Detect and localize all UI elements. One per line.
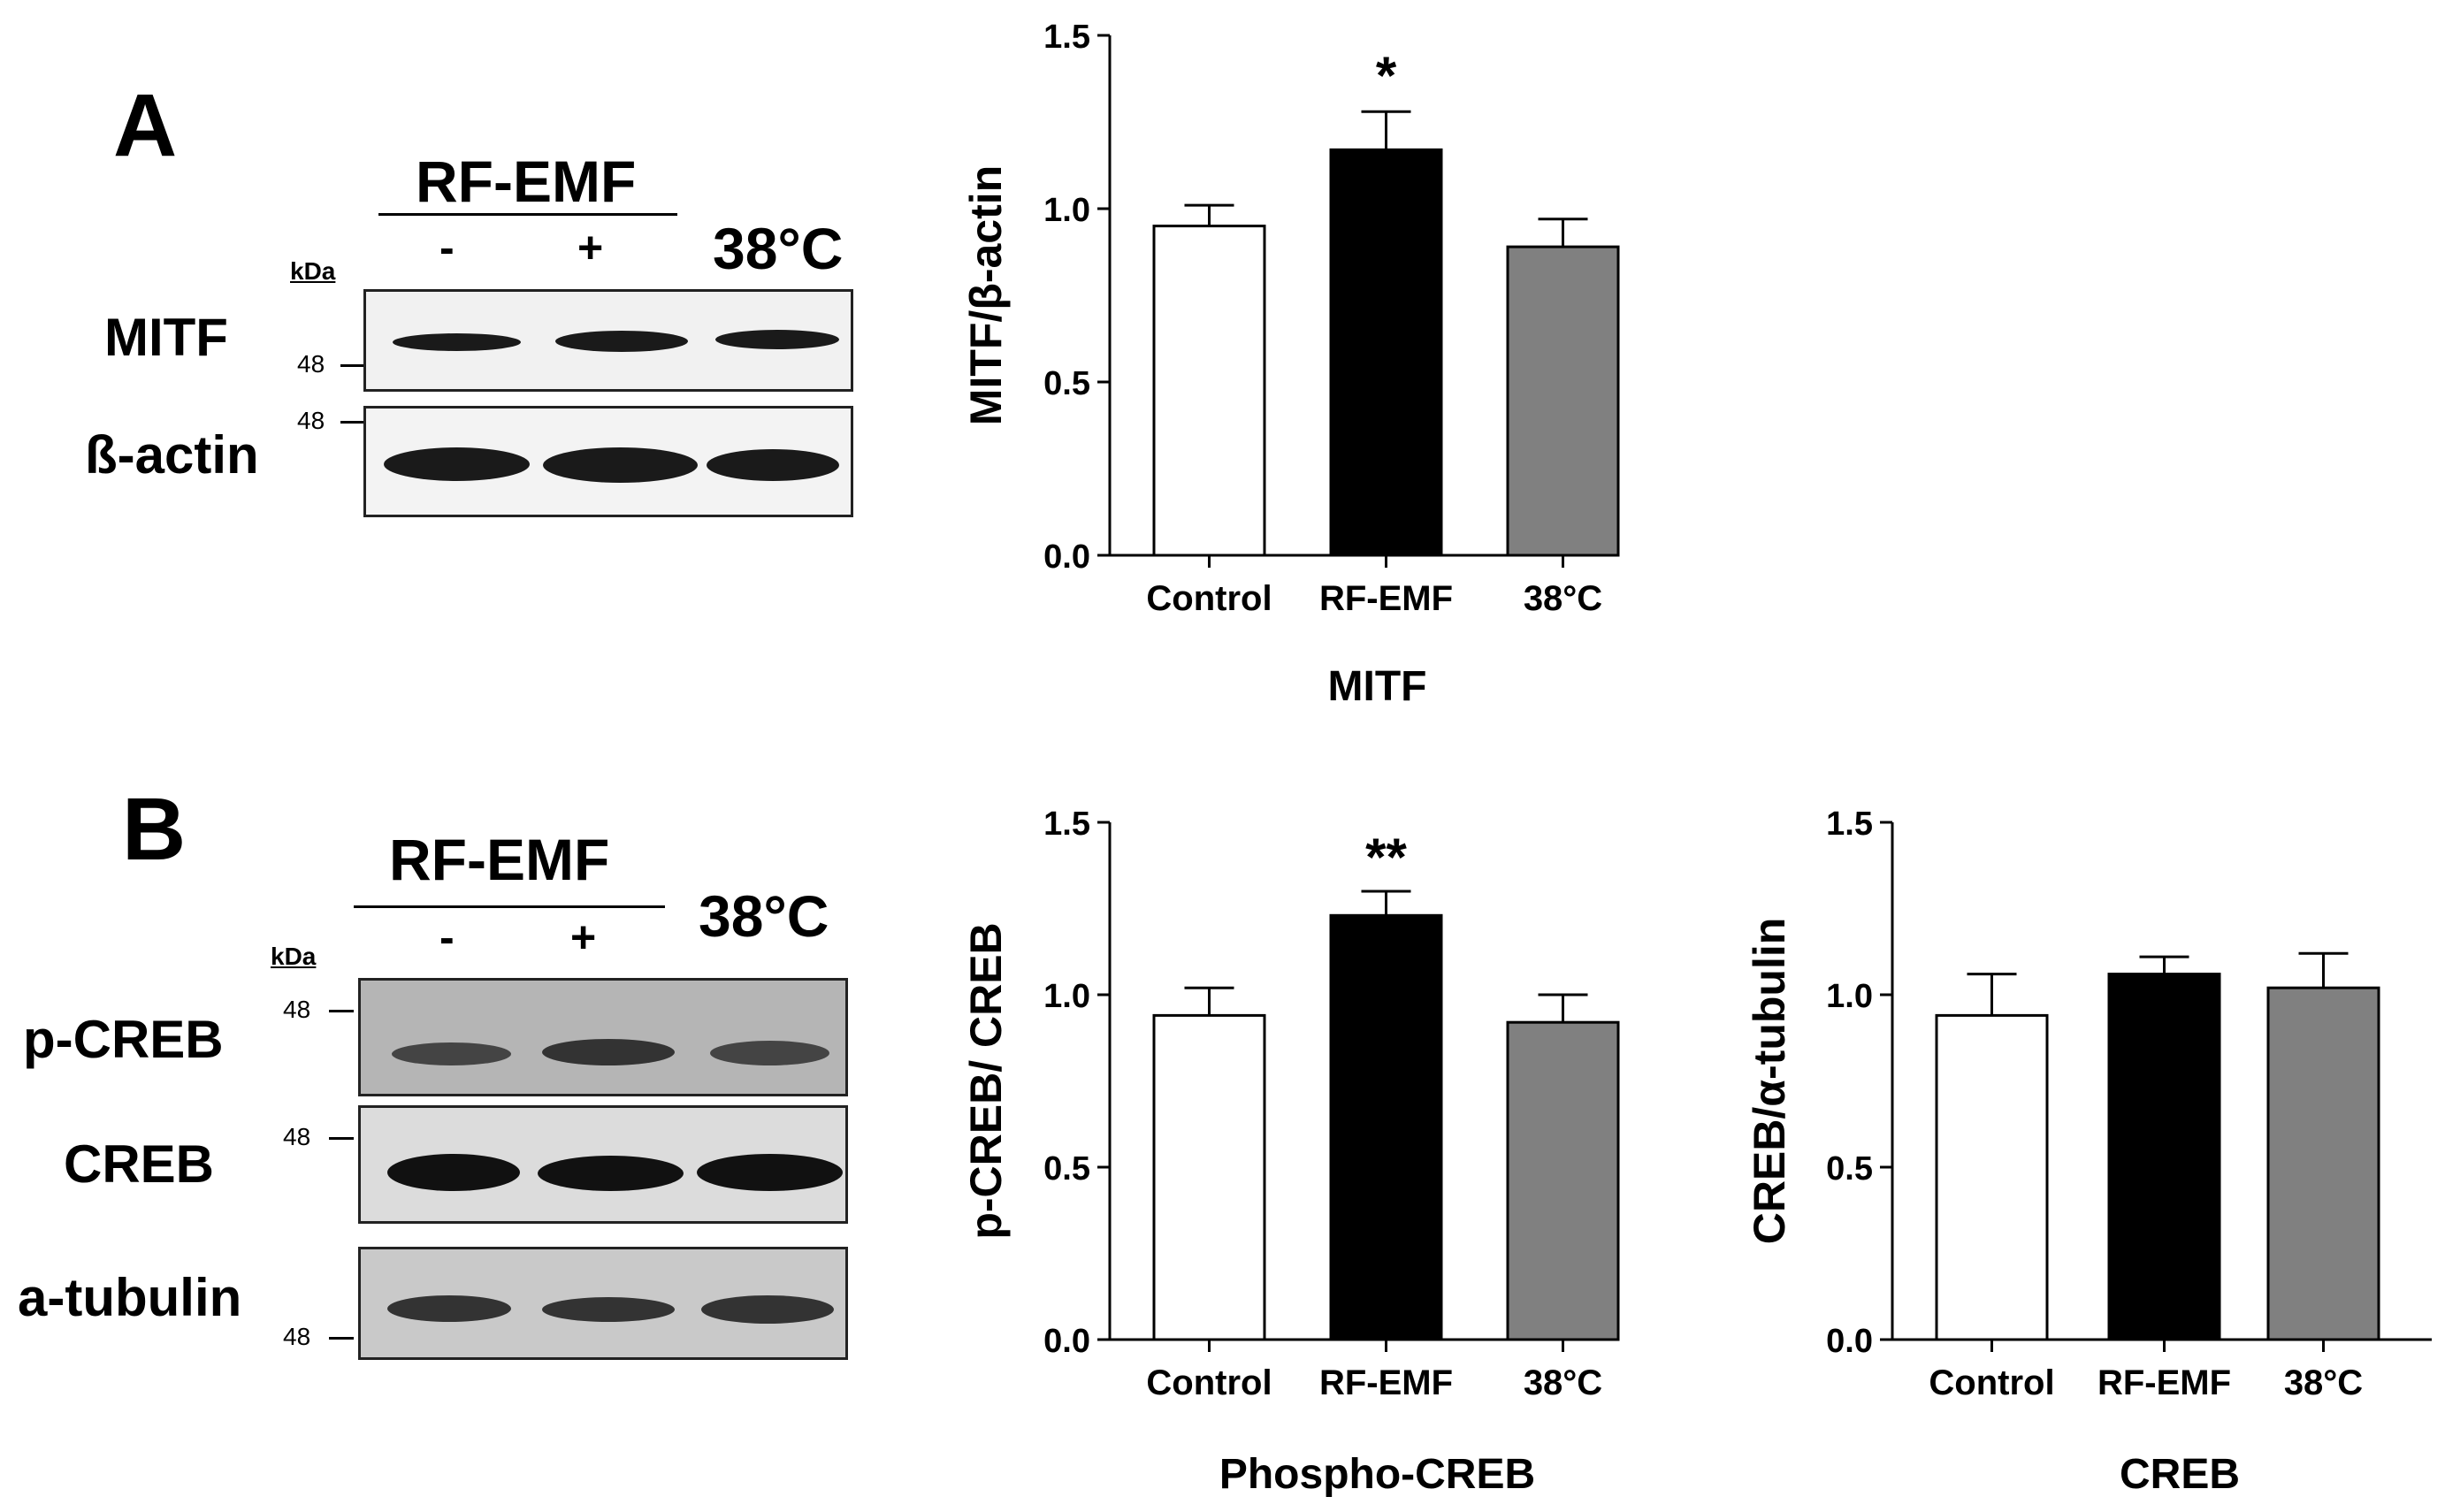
- panel-letter-b: B: [122, 780, 187, 879]
- treatment-line-b: [354, 905, 665, 908]
- blot-band: [707, 449, 839, 481]
- x-tick-label: Control: [1146, 579, 1272, 618]
- bar-0: [1152, 225, 1266, 557]
- blot-band: [393, 333, 521, 351]
- bar-1: [1329, 148, 1443, 557]
- x-tick-label: 38°C: [2284, 1363, 2363, 1402]
- blot-band: [543, 447, 698, 483]
- x-tick-label: 38°C: [1524, 579, 1602, 618]
- lane-minus-a: -: [439, 223, 455, 272]
- blot-strip-tubulin: [358, 1247, 848, 1360]
- x-tick-label: RF-EMF: [1319, 579, 1453, 618]
- x-axis-title: CREB: [2120, 1451, 2240, 1498]
- mw-tick-actin: [340, 421, 363, 424]
- blot-band: [701, 1295, 834, 1324]
- x-tick-label: 38°C: [1524, 1363, 1602, 1402]
- blot-band: [392, 1042, 511, 1065]
- kda-label-a: kDa: [290, 257, 336, 285]
- x-tick-label: RF-EMF: [2097, 1363, 2231, 1402]
- lane-minus-b: -: [439, 913, 455, 962]
- x-tick-label: Control: [1929, 1363, 2054, 1402]
- y-tick-label: 1.5: [1043, 806, 1090, 843]
- blot-band: [542, 1297, 675, 1322]
- treatment-label-a: RF-EMF: [416, 149, 637, 214]
- mw-tick-pcreb: [329, 1010, 354, 1012]
- y-tick-label: 1.0: [1043, 978, 1090, 1015]
- y-tick-label: 1.0: [1043, 192, 1090, 229]
- blot-row-label-actin: ß-actin: [85, 425, 259, 485]
- bar-2: [2266, 986, 2380, 1341]
- y-tick-label: 0.5: [1826, 1150, 1873, 1187]
- mw-tick-tubulin: [329, 1337, 354, 1340]
- treatment-line-a: [378, 213, 677, 216]
- blot-band: [387, 1295, 511, 1322]
- blot-band: [387, 1154, 520, 1191]
- y-tick-label: 0.5: [1043, 365, 1090, 402]
- mw-marker-actin: 48: [297, 407, 325, 434]
- y-tick-label: 0.0: [1043, 538, 1090, 576]
- kda-label-b: kDa: [271, 943, 317, 970]
- temp-label-a: 38°C: [713, 216, 844, 281]
- blot-band: [710, 1041, 829, 1065]
- blot-strip-pcreb: [358, 978, 848, 1096]
- significance-marker: *: [1376, 46, 1397, 105]
- blot-row-label-tubulin: a-tubulin: [18, 1268, 242, 1327]
- lane-plus-a: +: [577, 223, 604, 272]
- y-axis-title: p-CREB/ CREB: [961, 922, 1011, 1239]
- y-tick-label: 0.0: [1043, 1323, 1090, 1360]
- temp-label-b: 38°C: [699, 883, 829, 949]
- y-tick-label: 1.5: [1826, 806, 1873, 843]
- mw-marker-pcreb: 48: [283, 996, 311, 1023]
- blot-row-label-mitf: MITF: [104, 308, 228, 367]
- bar-1: [2107, 973, 2221, 1341]
- mw-marker-creb: 48: [283, 1123, 311, 1150]
- mw-tick-mitf: [340, 364, 363, 367]
- blot-band: [555, 331, 688, 352]
- bar-2: [1506, 245, 1620, 557]
- bar-2: [1506, 1020, 1620, 1341]
- mw-marker-tubulin: 48: [283, 1323, 311, 1350]
- treatment-label-b: RF-EMF: [389, 827, 610, 892]
- mw-marker-mitf: 48: [297, 350, 325, 378]
- y-tick-label: 0.5: [1043, 1150, 1090, 1187]
- panel-letter-a: A: [113, 76, 178, 175]
- blot-row-label-pcreb: p-CREB: [23, 1010, 224, 1069]
- blot-band: [538, 1156, 684, 1191]
- blot-band: [542, 1039, 675, 1065]
- blot-band: [384, 447, 530, 481]
- x-axis-title: MITF: [1328, 663, 1427, 710]
- x-tick-label: RF-EMF: [1319, 1363, 1453, 1402]
- x-axis-title: Phospho-CREB: [1219, 1451, 1535, 1498]
- blot-strip-actin: [363, 406, 853, 517]
- blot-row-label-creb: CREB: [64, 1134, 215, 1194]
- blot-band: [697, 1154, 843, 1191]
- mw-tick-creb: [329, 1137, 354, 1140]
- y-tick-label: 0.0: [1826, 1323, 1873, 1360]
- blot-strip-mitf: [363, 289, 853, 392]
- lane-plus-b: +: [570, 913, 597, 962]
- y-axis-title: MITF/β-actin: [961, 165, 1011, 425]
- blot-strip-creb: [358, 1105, 848, 1224]
- x-tick-label: Control: [1146, 1363, 1272, 1402]
- bar-0: [1935, 1013, 2049, 1341]
- y-tick-label: 1.5: [1043, 19, 1090, 56]
- blot-band: [715, 330, 839, 349]
- bar-1: [1329, 913, 1443, 1341]
- significance-marker: **: [1365, 828, 1407, 887]
- y-tick-label: 1.0: [1826, 978, 1873, 1015]
- y-axis-title: CREB/α-tubulin: [1745, 918, 1794, 1245]
